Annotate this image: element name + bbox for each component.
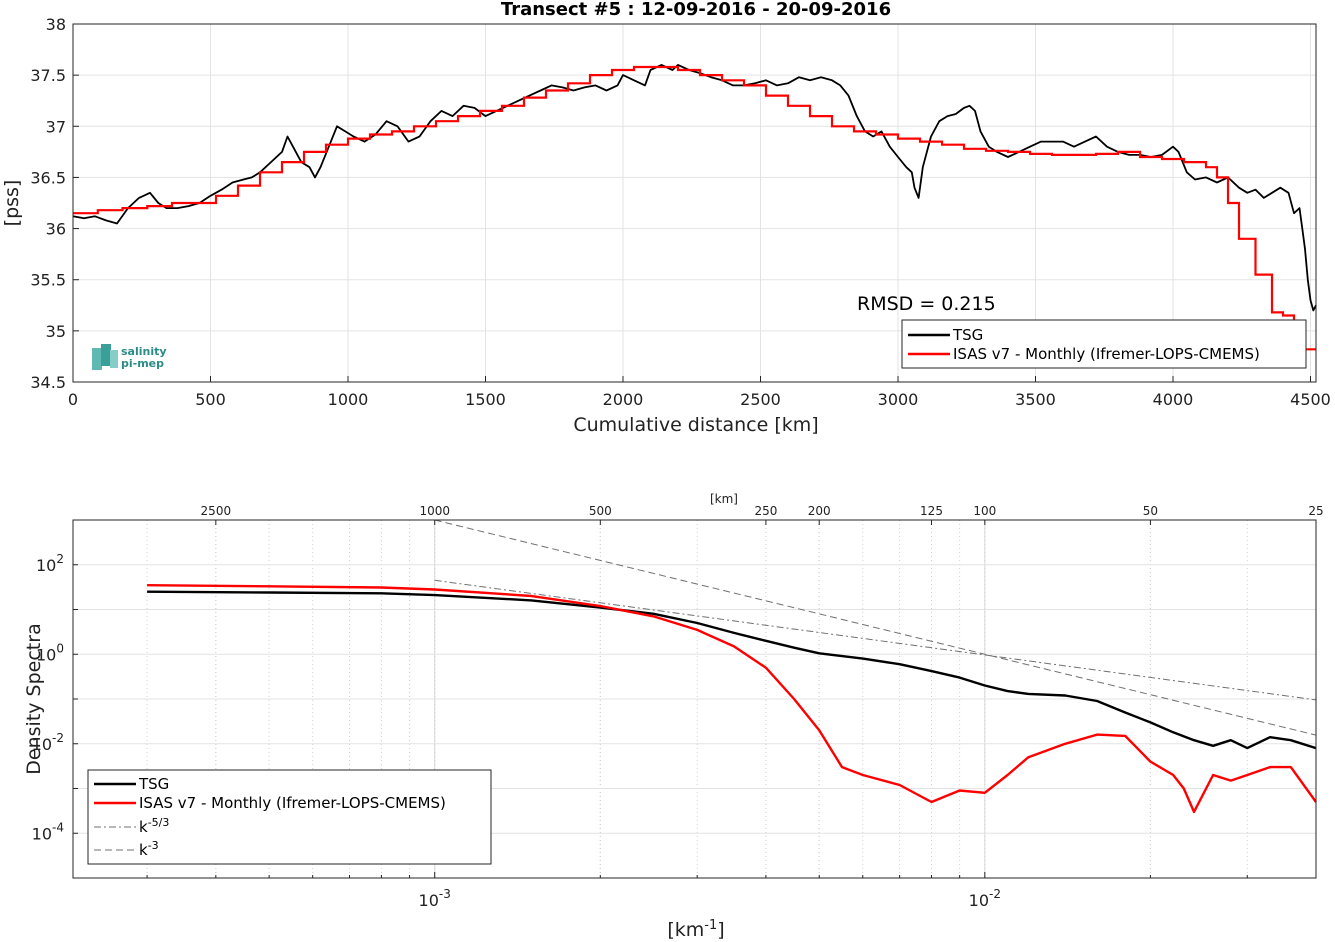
top-tick-label: 2500 (201, 504, 232, 518)
y-tick-label: 34.5 (30, 373, 66, 392)
legend-box (87, 769, 492, 865)
top-tick-label: 1000 (419, 504, 450, 518)
top-axis-label: [km] (710, 492, 738, 506)
y-tick-label: 36.5 (30, 168, 66, 187)
tick-labels: 2500 1000 500 250 200 125 100 50 25 10-3 10-2 10-4 1… (32, 504, 1324, 910)
salinity-transect-chart: Transect #5 : 12-09-2016 - 20-09-2016 0 5… (1, 0, 1331, 436)
logo-text-line1: salinity (121, 345, 167, 358)
series-group (147, 519, 1317, 814)
top-tick-label: 50 (1143, 504, 1158, 518)
y-tick-label: 37 (46, 117, 66, 136)
y-tick-label: 102 (36, 552, 64, 575)
x-axis-label: Cumulative distance [km] (573, 414, 818, 436)
x-tick-label: 10-3 (419, 887, 451, 910)
top-tick-label: 25 (1308, 504, 1323, 518)
x-tick-label: 1000 (328, 390, 369, 409)
y-tick-label: 35 (46, 322, 66, 341)
x-tick-label: 2500 (740, 390, 781, 409)
logo-text-line2: pi-mep (121, 357, 164, 370)
legend: TSG ISAS v7 - Monthly (Ifremer-LOPS-CMEM… (87, 769, 492, 865)
y-tick-label: 10-4 (32, 820, 64, 843)
y-tick-label: 36 (46, 220, 66, 239)
density-spectra-chart: 2500 1000 500 250 200 125 100 50 25 10-3 10-2 10-4 1… (23, 492, 1324, 941)
plot-frame (72, 23, 1317, 383)
rmsd-annotation: RMSD = 0.215 (857, 293, 996, 315)
chart-title: Transect #5 : 12-09-2016 - 20-09-2016 (501, 0, 891, 20)
y-tick-label: 37.5 (30, 66, 66, 85)
x-tick-label: 10-2 (969, 887, 1001, 910)
series-line-k3 (434, 519, 1317, 736)
legend-label-isas: ISAS v7 - Monthly (Ifremer-LOPS-CMEMS) (953, 345, 1260, 363)
legend-box (901, 319, 1307, 369)
tick-labels: 0 500 1000 1500 2000 2500 3000 3500 4000 4500 34.5… (30, 15, 1330, 409)
y-axis-label: [pss] (1, 180, 23, 227)
logo-mark (101, 344, 111, 366)
top-tick-label: 250 (754, 504, 777, 518)
series-line-k53 (434, 579, 1317, 701)
y-axis-label: Density Spectra (23, 623, 45, 774)
legend: TSG ISAS v7 - Monthly (Ifremer-LOPS-CMEM… (901, 319, 1307, 369)
x-tick-label: 3500 (1015, 390, 1056, 409)
top-tick-label: 500 (589, 504, 612, 518)
legend-label-isas: ISAS v7 - Monthly (Ifremer-LOPS-CMEMS) (139, 794, 446, 812)
series-group (72, 64, 1317, 351)
series-line-tsg (147, 590, 1317, 750)
salinity-pimep-logo: salinity pi-mep (92, 344, 167, 370)
logo-mark (110, 350, 118, 368)
top-tick-label: 125 (920, 504, 943, 518)
x-tick-label: 1500 (465, 390, 506, 409)
y-tick-label: 38 (46, 15, 66, 34)
series-line-isas (73, 65, 1316, 351)
x-tick-label: 4500 (1290, 390, 1331, 409)
top-tick-label: 200 (808, 504, 831, 518)
x-tick-label: 4000 (1153, 390, 1194, 409)
x-tick-label: 3000 (878, 390, 919, 409)
legend-label-tsg: TSG (138, 775, 169, 793)
top-tick-label: 100 (973, 504, 996, 518)
x-axis-label: [km-1] (667, 918, 724, 942)
y-tick-label: 35.5 (30, 271, 66, 290)
x-tick-label: 2000 (603, 390, 644, 409)
legend-label-tsg: TSG (952, 326, 983, 344)
x-tick-label: 0 (68, 390, 78, 409)
x-tick-label: 500 (195, 390, 226, 409)
logo-mark (92, 348, 102, 370)
series-line-isas (147, 584, 1317, 814)
